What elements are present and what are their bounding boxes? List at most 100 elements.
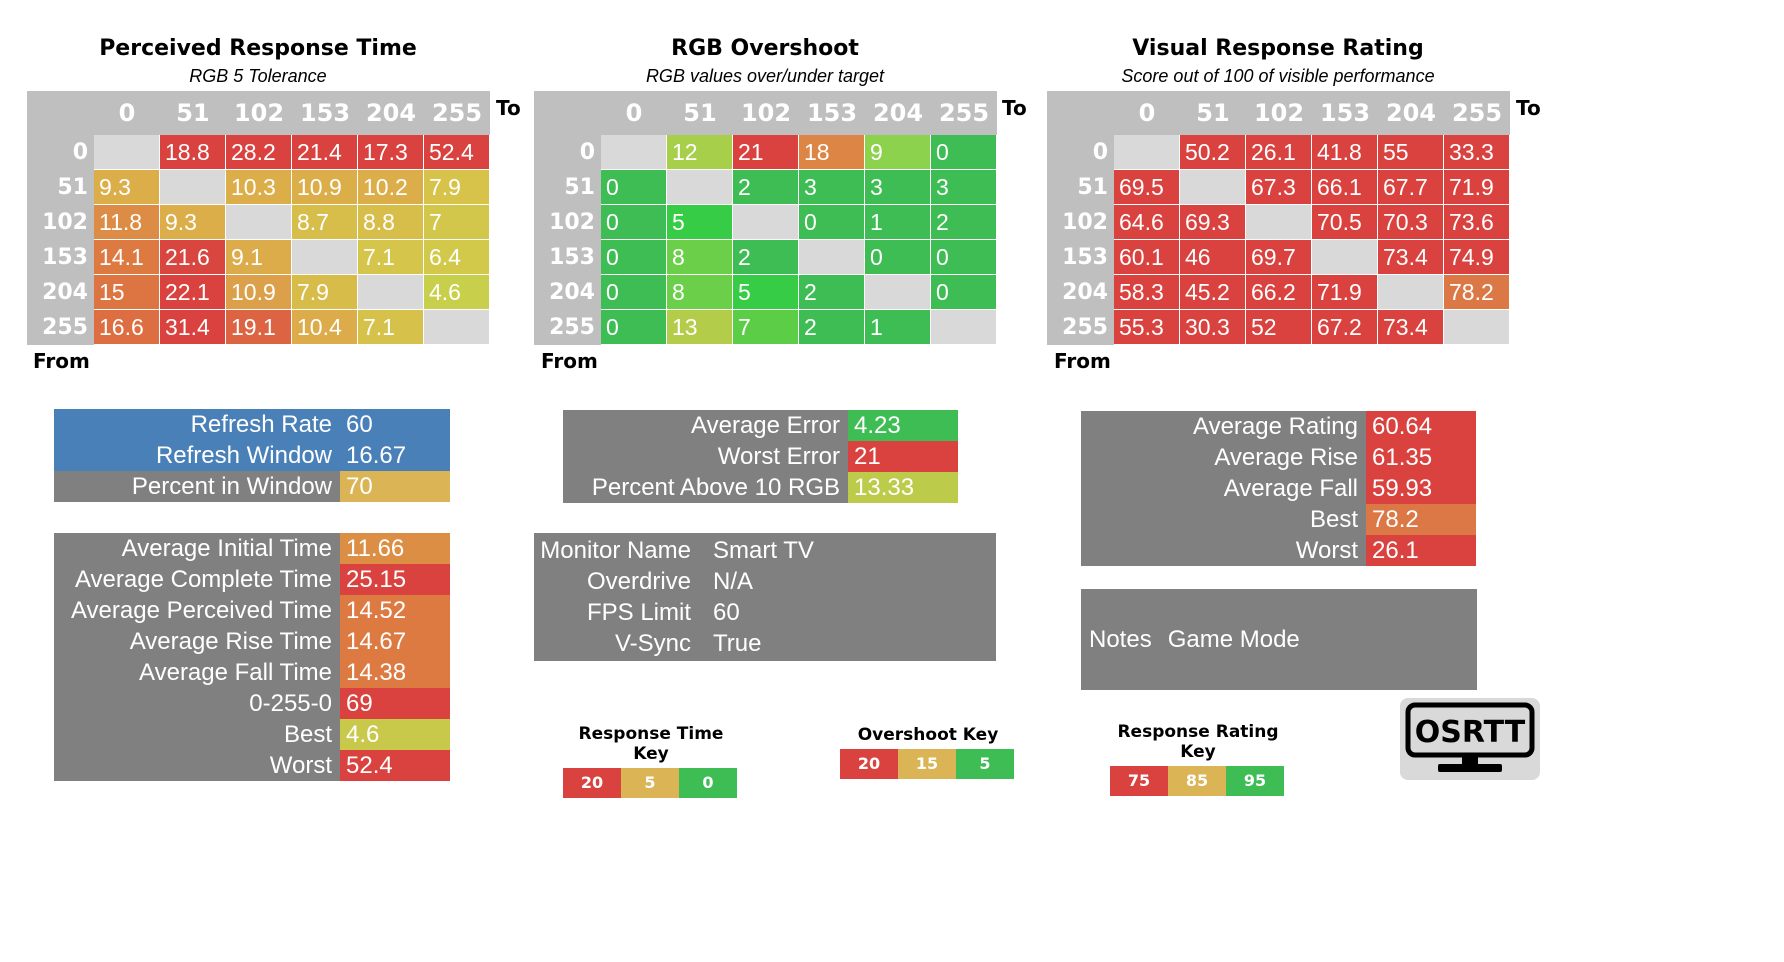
column-header: 153 [806,99,858,127]
heatmap-rgb-overshoot: 0 51 102 153 204 255 0 12 21 18 9 0 51 0 2 3 3 3 102 0 5 0 1 2 1… [534,91,997,345]
logo-text: OSRTT [1415,715,1526,750]
to-axis-label: To [496,96,521,120]
panel-value: 11.66 [340,533,450,564]
panel-label: Worst [1295,537,1358,564]
heatmap-cell: 46 [1180,240,1246,275]
heatmap-cell: 21.6 [160,240,226,275]
panel-row: 0-255-0 69 [54,688,450,719]
panel-row: Percent in Window 70 [54,471,450,502]
panel-label: Average Rise [1214,444,1358,471]
key-swatches: 20 5 0 [563,768,739,798]
heatmap-cell: 8.8 [358,205,424,240]
panel-value: 60.64 [1366,411,1476,442]
heatmap-cell: 18 [799,135,865,170]
panel-value: 70 [340,471,450,502]
heatmap-cell: 17.3 [358,135,424,170]
heatmap-cell: 2 [799,310,865,345]
heatmap-cell: 74.9 [1444,240,1510,275]
panel-value: 78.2 [1366,504,1476,535]
heatmap-diagonal-cell [226,205,292,240]
heatmap-title: Visual Response Rating [1132,36,1424,61]
row-header: 204 [1062,280,1108,305]
row-header: 0 [579,140,595,165]
heatmap-cell: 55.3 [1114,310,1180,345]
column-header: 255 [938,99,990,127]
heatmap-cell: 14.1 [94,240,160,275]
panel-value: 4.23 [848,410,958,441]
row-header: 153 [1062,245,1108,270]
row-header: 255 [42,315,88,340]
key-swatch: 0 [679,768,737,798]
column-header: 0 [625,99,643,127]
heatmap-title: RGB Overshoot [671,36,859,61]
heatmap-cell: 19.1 [226,310,292,345]
heatmap-cell: 10.3 [226,170,292,205]
panel-row: Average Complete Time 25.15 [54,564,450,595]
panel-row: Average Perceived Time 14.52 [54,595,450,626]
heatmap-cell: 5 [733,275,799,310]
panel-label: 0-255-0 [249,690,332,717]
panel-label: Average Initial Time [121,535,332,562]
panel-value: 4.6 [340,719,450,750]
heatmap-cell: 8 [667,240,733,275]
notes-value: Game Mode [1167,625,1300,653]
heatmap-corner [1047,91,1114,135]
heatmap-cell: 0 [865,240,931,275]
column-header: 51 [683,99,717,127]
heatmap-cell: 5 [667,205,733,240]
heatmap-cell: 69.7 [1246,240,1312,275]
heatmap-cell: 1 [865,205,931,240]
to-axis-label: To [1002,96,1027,120]
panel-value: 14.38 [340,657,450,688]
panel-row: Average Fall Time 14.38 [54,657,450,688]
row-header: 204 [42,280,88,305]
heatmap-cell: 7.9 [424,170,490,205]
heatmap-cell: 73.4 [1378,240,1444,275]
heatmap-cell: 10.4 [292,310,358,345]
column-header: 153 [299,99,351,127]
row-header: 204 [549,280,595,305]
heatmap-diagonal-cell [1378,275,1444,310]
heatmap-cell: 41.8 [1312,135,1378,170]
heatmap-cell: 70.3 [1378,205,1444,240]
heatmap-diagonal-cell [601,135,667,170]
rating-panel: Average Rating 60.64 Average Rise 61.35 Aver… [1081,411,1476,566]
column-header: 102 [233,99,285,127]
panel-row: Worst Error 21 [563,441,958,472]
heatmap-cell: 7 [424,205,490,240]
heatmap-cell: 21.4 [292,135,358,170]
row-header: 51 [1077,175,1108,200]
osrtt-logo: OSRTT [1400,698,1540,780]
key-swatches: 20 15 5 [840,749,1016,779]
heatmap-cell: 0 [931,240,997,275]
row-header: 255 [549,315,595,340]
heatmap-cell: 2 [799,275,865,310]
heatmap-cell: 66.1 [1312,170,1378,205]
panel-label: Average Fall [1223,475,1358,502]
panel-label: Average Fall Time [139,659,332,686]
key-swatch: 75 [1110,766,1168,796]
heatmap-subtitle: RGB 5 Tolerance [189,66,327,86]
heatmap-cell: 64.6 [1114,205,1180,240]
heatmap-cell: 52.4 [424,135,490,170]
heatmap-cell: 33.3 [1444,135,1510,170]
heatmap-corner [534,91,601,135]
panel-label: FPS Limit [586,599,691,626]
panel-value: True [713,630,762,657]
heatmap-diagonal-cell [733,205,799,240]
row-header: 0 [1092,140,1108,165]
heatmap-cell: 10.2 [358,170,424,205]
panel-row: Average Rating 60.64 [1081,411,1476,442]
row-header: 51 [564,175,595,200]
panel-row: Best 78.2 [1081,504,1476,535]
panel-value: 21 [848,441,958,472]
response-time-panel: Average Initial Time 11.66 Average Complet… [54,533,450,781]
heatmap-cell: 71.9 [1312,275,1378,310]
panel-row: Worst 52.4 [54,750,450,781]
heatmap-cell: 15 [94,275,160,310]
notes-panel: Notes Game Mode [1081,589,1477,690]
heatmap-perceived-response-time: 0 51 102 153 204 255 0 18.8 28.2 21.4 17.3 52.4 51 9.… [27,91,490,345]
column-header: 0 [1138,99,1156,127]
heatmap-cell: 6.4 [424,240,490,275]
heatmap-cell: 67.2 [1312,310,1378,345]
